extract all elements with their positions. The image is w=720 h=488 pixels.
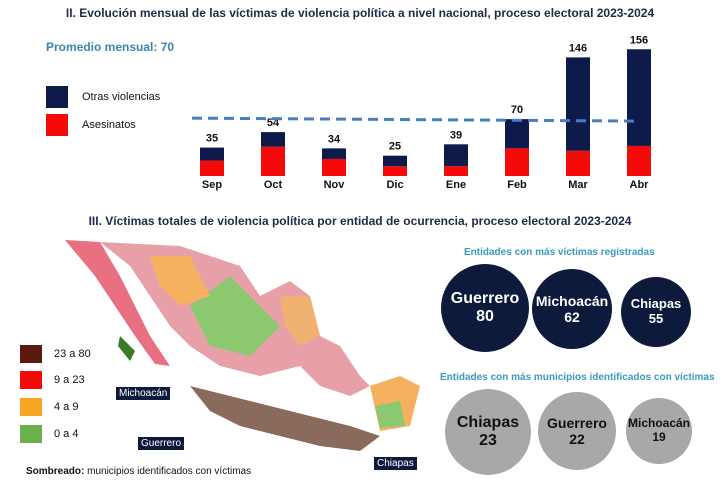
orange-region — [150, 256, 210, 306]
data-label: 25 — [389, 141, 401, 153]
legend-swatch — [20, 371, 42, 389]
legend-label: 4 a 9 — [54, 401, 79, 413]
data-label: 35 — [206, 133, 218, 145]
bar-asesinatos — [261, 146, 285, 176]
map-note: Sombreado: municipios identificados con … — [26, 466, 251, 477]
circle-value: 19 — [652, 430, 666, 444]
tag-michoacan: Michoacán — [116, 387, 171, 400]
average-line — [191, 116, 641, 123]
legend-label: 9 a 23 — [54, 374, 85, 386]
circle-value: 23 — [479, 432, 497, 449]
victims-circle: Michoacán 62 — [532, 269, 612, 349]
note-bold: Sombreado: — [26, 466, 85, 477]
bar-asesinatos — [627, 145, 651, 176]
chart-title: II. Evolución mensual de las víctimas de… — [65, 6, 655, 20]
baja-south-green — [118, 336, 135, 361]
circle-name: Michoacán — [627, 416, 690, 431]
legend-label: Asesinatos — [82, 119, 136, 131]
data-label: 146 — [569, 42, 587, 54]
legend-otras: Otras violencias — [46, 86, 160, 108]
bar-asesinatos — [566, 150, 590, 176]
mexico-map — [65, 240, 420, 451]
circle-value: 62 — [564, 309, 580, 325]
bar-asesinatos — [200, 160, 224, 176]
bar-asesinatos — [444, 166, 468, 176]
bar-otras-violencias — [383, 155, 407, 167]
bar-chart: 35Sep54Oct34Nov25Dic39Ene70Feb146Mar156A… — [191, 34, 651, 191]
map-legend-item: 0 a 4 — [20, 425, 78, 443]
bar-otras-violencias — [627, 49, 651, 146]
x-tick-label: Sep — [202, 179, 222, 191]
x-tick-label: Abr — [630, 179, 650, 191]
data-label: 70 — [511, 104, 523, 116]
baja-california — [65, 240, 170, 366]
green-region — [190, 276, 280, 356]
legend-swatch — [46, 114, 68, 136]
circle-value: 22 — [569, 431, 585, 447]
legend-asesinatos: Asesinatos — [46, 114, 136, 136]
bar-asesinatos — [383, 166, 407, 176]
yucatan-green — [375, 401, 405, 428]
x-tick-label: Mar — [568, 179, 588, 191]
x-tick-label: Oct — [264, 179, 283, 191]
circle-name: Chiapas — [456, 413, 520, 431]
legend-swatch — [20, 345, 42, 363]
bar-otras-violencias — [200, 147, 224, 161]
circle-name: Guerrero — [547, 414, 607, 431]
legend-swatch — [46, 86, 68, 108]
munis-circle: Chiapas 23 — [445, 389, 531, 475]
bar-otras-violencias — [444, 144, 468, 167]
average-label: Promedio mensual: 70 — [46, 40, 175, 54]
data-label: 39 — [450, 129, 462, 141]
map-legend-item: 4 a 9 — [20, 398, 78, 416]
victims-circle: Guerrero 80 — [441, 264, 529, 352]
orange-region-2 — [280, 296, 320, 346]
circle-name: Chiapas — [630, 296, 682, 312]
circle-value: 55 — [648, 311, 664, 326]
data-label: 156 — [630, 34, 648, 46]
circle-name: Michoacán — [535, 292, 609, 309]
legend-label: Otras violencias — [82, 91, 161, 103]
x-tick-label: Feb — [507, 179, 527, 191]
bar-asesinatos — [505, 148, 529, 176]
munis-circle: Michoacán 19 — [626, 398, 692, 464]
munis-circle: Guerrero 22 — [538, 392, 616, 470]
south-region — [190, 386, 380, 451]
x-tick-label: Dic — [386, 179, 403, 191]
tag-chiapas: Chiapas — [374, 457, 417, 470]
map-legend-item: 23 a 80 — [20, 345, 91, 363]
x-tick-label: Nov — [324, 179, 346, 191]
bar-otras-violencias — [566, 57, 590, 151]
x-tick-label: Ene — [446, 179, 466, 191]
circle-name: Guerrero — [450, 289, 520, 307]
legend-label: 0 a 4 — [54, 428, 79, 440]
victims-title: Entidades con más víctimas registradas — [464, 247, 655, 258]
circle-value: 80 — [476, 308, 494, 325]
note-text: municipios identificados con víctimas — [84, 466, 252, 477]
legend-swatch — [20, 425, 42, 443]
data-label: 34 — [328, 133, 341, 145]
tag-guerrero: Guerrero — [138, 437, 185, 450]
legend-swatch — [20, 398, 42, 416]
munis-title: Entidades con más municipios identificad… — [440, 372, 715, 383]
map-title: III. Víctimas totales de violencia polít… — [88, 214, 632, 228]
victims-circle: Chiapas 55 — [621, 277, 691, 347]
bar-otras-violencias — [505, 119, 529, 149]
legend-label: 23 a 80 — [54, 348, 91, 360]
map-legend-item: 9 a 23 — [20, 371, 85, 389]
bar-asesinatos — [322, 158, 346, 176]
bar-otras-violencias — [261, 132, 285, 147]
bar-otras-violencias — [322, 148, 346, 159]
